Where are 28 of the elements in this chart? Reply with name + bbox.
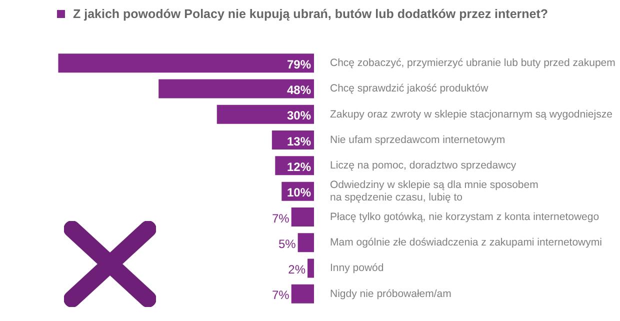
bar (58, 54, 314, 73)
y-tick-label: Chcę zobaczyć, przymierzyć ubranie lub buty przed zakupem (330, 57, 616, 70)
data-label: 7% (272, 211, 290, 226)
y-tick-label: Zakupy oraz zwroty w sklepie stacjonarnym są wygodniejsze (330, 108, 613, 120)
y-tick-label: Nigdy nie próbowałem/am (330, 288, 452, 300)
bar (158, 79, 314, 98)
data-label: 79% (286, 57, 312, 72)
y-tick-label: Odwiedziny w sklepie są dla mnie sposobem na spędzenie czasu, lubię to (330, 178, 539, 204)
bar (298, 233, 314, 252)
y-tick-label: Liczę na pomoc, doradztwo sprzedawcy (330, 160, 517, 172)
bar (216, 104, 314, 124)
y-tick-label: Nie ufam sprzedawcom internetowym (330, 134, 506, 146)
data-label: 10% (286, 186, 312, 200)
data-label: 12% (286, 160, 312, 174)
data-label: 30% (286, 108, 312, 123)
data-label: 7% (272, 288, 290, 302)
bar (291, 284, 314, 304)
data-label: 48% (286, 83, 312, 98)
y-tick-label: Chcę sprawdzić jakość produktów (330, 82, 489, 95)
data-label: 2% (288, 262, 306, 277)
bar (291, 207, 314, 226)
chart-title: Z jakich powodów Polacy nie kupują ubrań, butów lub dodatków przez internet? (73, 7, 548, 21)
data-label: 5% (278, 236, 296, 251)
data-label: 13% (286, 134, 312, 148)
y-tick-label: Mam ogólnie złe doświadczenia z zakupami internetowymi (330, 236, 602, 248)
bar (308, 258, 314, 278)
y-tick-label: Płacę tylko gotówką, nie korzystam z konta internetowego (330, 210, 600, 223)
y-tick-label: Inny powód (330, 262, 384, 274)
